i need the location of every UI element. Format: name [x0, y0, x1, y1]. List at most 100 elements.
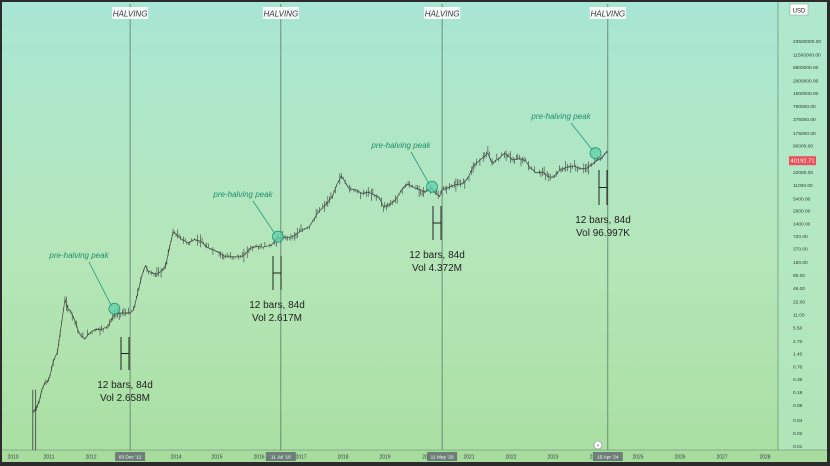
- price-line: [32, 151, 608, 413]
- time-tick-label: 2028: [759, 455, 770, 461]
- scroll-to-realtime-icon[interactable]: »: [593, 440, 603, 450]
- price-tick-label: 5900000.00: [793, 65, 819, 71]
- halving-date-badge: 15 Apr '24: [592, 452, 623, 461]
- price-tick-label: 11500000.00: [793, 53, 821, 59]
- price-tick-label: 1.40: [793, 351, 803, 357]
- price-tick-label: 175000.00: [793, 131, 816, 137]
- price-tick-label: 22.00: [793, 300, 805, 306]
- price-tick-label: 370.00: [793, 247, 808, 253]
- peak-marker: [426, 180, 438, 193]
- price-tick-label: 11.00: [793, 313, 805, 319]
- halving-label: HALVING: [262, 7, 299, 19]
- price-tick-label: 750000.00: [793, 104, 816, 110]
- price-axis-labels: 0.01 0.02 0.04 0.09 0.18 0.36 0.70 1.40 2.70 5.50…: [793, 39, 821, 450]
- halving-label-text: HALVING: [113, 10, 148, 19]
- price-tick-label: 11000.00: [793, 183, 813, 189]
- pre-halving-peak: pre-halving peak: [212, 190, 284, 243]
- price-tick-label: 0.02: [793, 431, 803, 437]
- peak-marker: [589, 147, 602, 160]
- bar-count-label: 12 bars, 84d: [249, 300, 305, 311]
- volume-label: Vol 2.617M: [252, 313, 302, 324]
- peak-label: pre-halving peak: [530, 112, 591, 121]
- time-tick-label: 2015: [211, 455, 222, 461]
- pre-halving-peak: pre-halving peak: [48, 251, 121, 315]
- halving-label: HALVING: [589, 7, 626, 19]
- price-tick-label: 2800.00: [793, 209, 811, 215]
- halving-date-text: 11 Jul '16: [271, 455, 291, 461]
- currency-badge[interactable]: USD: [789, 3, 809, 16]
- halving-label-text: HALVING: [263, 10, 298, 19]
- currency-label: USD: [793, 9, 806, 15]
- time-tick-label: 2022: [505, 455, 516, 461]
- price-tick-label: 5.50: [793, 326, 803, 332]
- peak-label: pre-halving peak: [212, 190, 273, 199]
- halving-lines: HALVING 03 Dec '12 HALVING 11 Jul '16 HALVIN…: [112, 4, 626, 461]
- price-tick-label: 0.04: [793, 418, 803, 424]
- price-series: [32, 146, 608, 451]
- halving-date-badge: 11 Jul '16: [265, 452, 296, 461]
- time-tick-label: 2018: [337, 455, 348, 461]
- price-tick-label: 0.36: [793, 377, 803, 383]
- current-price-label: 40192.71: [790, 159, 814, 165]
- price-tick-label: 0.01: [793, 444, 803, 450]
- time-tick-label: 2019: [379, 455, 390, 461]
- peak-annotations: pre-halving peak pre-halving peak pre-halv…: [48, 112, 602, 315]
- halving-date-badge: 11 May '20: [427, 452, 458, 461]
- bar-stat-annotations: 12 bars, 84d Vol 2.658M 12 bars, 84d Vol 2.…: [97, 170, 631, 404]
- halving-label-text: HALVING: [590, 10, 625, 19]
- price-tick-label: 90.00: [793, 273, 805, 279]
- price-tick-label: 46.00: [793, 286, 805, 292]
- halving-label-text: HALVING: [425, 10, 460, 19]
- price-tick-label: 22000.00: [793, 170, 813, 176]
- price-tick-label: 23500000.00: [793, 39, 821, 45]
- time-tick-label: 2023: [547, 455, 558, 461]
- halving-date-text: 11 May '20: [431, 455, 454, 461]
- volume-label: Vol 96.997K: [576, 228, 630, 239]
- price-tick-label: 1500000.00: [793, 91, 819, 97]
- peak-label: pre-halving peak: [48, 251, 109, 260]
- time-tick-label: 2026: [674, 455, 685, 461]
- price-tick-label: 2900000.00: [793, 78, 819, 84]
- peak-arrow: [570, 122, 593, 151]
- price-tick-label: 720.00: [793, 234, 808, 240]
- price-tick-label: 1400.00: [793, 222, 811, 228]
- bar-count-label: 12 bars, 84d: [409, 250, 465, 261]
- price-axis-pane[interactable]: [778, 2, 827, 450]
- price-tick-label: 90000.00: [793, 144, 813, 150]
- price-tick-label: 0.18: [793, 390, 803, 396]
- volume-label: Vol 4.372M: [412, 263, 462, 274]
- peak-arrow: [252, 200, 276, 234]
- time-tick-label: 2027: [716, 455, 727, 461]
- peak-label: pre-halving peak: [370, 141, 431, 150]
- svg-text:»: »: [597, 443, 600, 449]
- price-tick-label: 2.70: [793, 339, 803, 345]
- time-tick-label: 2017: [295, 455, 306, 461]
- halving-date-text: 15 Apr '24: [597, 455, 619, 461]
- price-tick-label: 375000.00: [793, 117, 816, 123]
- price-tick-label: 0.70: [793, 364, 803, 370]
- peak-marker: [108, 302, 121, 315]
- peak-marker: [271, 230, 284, 243]
- time-tick-label: 2021: [463, 455, 474, 461]
- volume-label: Vol 2.658M: [100, 393, 150, 404]
- time-tick-label: 2012: [85, 455, 96, 461]
- time-tick-label: 2014: [170, 455, 181, 461]
- price-tick-label: 5400.00: [793, 196, 811, 202]
- time-axis-labels: 2010 2011 2012 2014 2015 2016 2017 2018 2019 2021…: [7, 455, 770, 461]
- time-tick-label: 2011: [44, 455, 55, 461]
- pre-halving-peak: pre-halving peak: [370, 141, 438, 193]
- halving-label: HALVING: [424, 7, 461, 19]
- peak-arrow: [88, 261, 112, 306]
- price-tick-label: 0.09: [793, 403, 803, 409]
- time-tick-label: 2025: [632, 455, 643, 461]
- bar-stat: 12 bars, 84d Vol 96.997K: [575, 170, 631, 239]
- bar-stat: 12 bars, 84d Vol 2.658M: [97, 337, 153, 404]
- bar-stat: 12 bars, 84d Vol 4.372M: [409, 206, 465, 274]
- price-tick-label: 180.00: [793, 260, 808, 266]
- bar-count-label: 12 bars, 84d: [575, 215, 631, 226]
- halving-date-text: 03 Dec '12: [119, 455, 142, 461]
- time-tick-label: 2: [590, 455, 593, 461]
- pre-halving-peak: pre-halving peak: [530, 112, 602, 160]
